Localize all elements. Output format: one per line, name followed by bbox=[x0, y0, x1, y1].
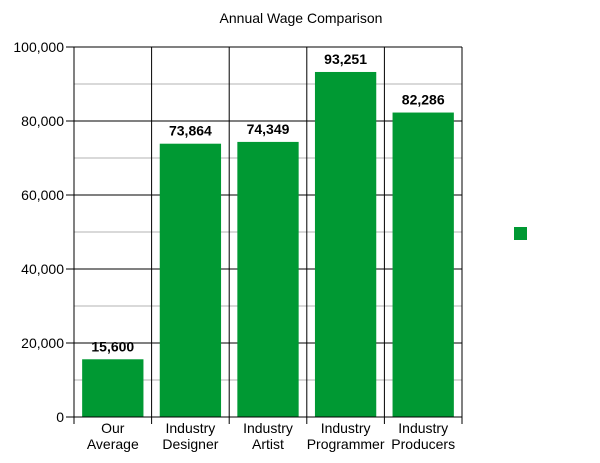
axes bbox=[73, 47, 462, 418]
x-tick-label: Industry bbox=[321, 420, 371, 436]
y-tick-label: 20,000 bbox=[21, 335, 64, 351]
y-tick-label: 80,000 bbox=[21, 113, 64, 129]
y-tick-label: 40,000 bbox=[21, 261, 64, 277]
bar bbox=[237, 141, 299, 418]
labels: 0 20,000 40,000 60,000 80,000 100,000 15,600 Ou… bbox=[13, 39, 455, 452]
y-tick-label: 60,000 bbox=[21, 187, 64, 203]
data-label: 73,864 bbox=[169, 123, 212, 139]
data-label: 15,600 bbox=[91, 338, 134, 354]
chart-title: Annual Wage Comparison bbox=[220, 10, 383, 26]
bar bbox=[159, 143, 222, 418]
legend-swatch bbox=[514, 227, 527, 240]
x-tick-label: Designer bbox=[162, 436, 218, 452]
bar bbox=[392, 112, 454, 417]
x-tick-label: Programmer bbox=[307, 436, 385, 452]
legend bbox=[514, 227, 527, 240]
x-tick-label: Average bbox=[87, 436, 139, 452]
x-tick-label: Producers bbox=[391, 436, 455, 452]
x-tick-label: Industry bbox=[243, 420, 293, 436]
data-label: 82,286 bbox=[402, 92, 445, 108]
data-label: 74,349 bbox=[247, 121, 290, 137]
x-tick-label: Our bbox=[101, 420, 125, 436]
y-tick-label: 0 bbox=[56, 409, 64, 425]
y-tick-label: 100,000 bbox=[13, 39, 64, 55]
bar bbox=[314, 71, 377, 417]
x-tick-label: Artist bbox=[252, 436, 284, 452]
data-label: 93,251 bbox=[324, 51, 367, 67]
bars bbox=[82, 71, 454, 418]
x-tick-label: Industry bbox=[165, 420, 215, 436]
bar bbox=[82, 359, 144, 417]
x-tick-label: Industry bbox=[398, 420, 448, 436]
